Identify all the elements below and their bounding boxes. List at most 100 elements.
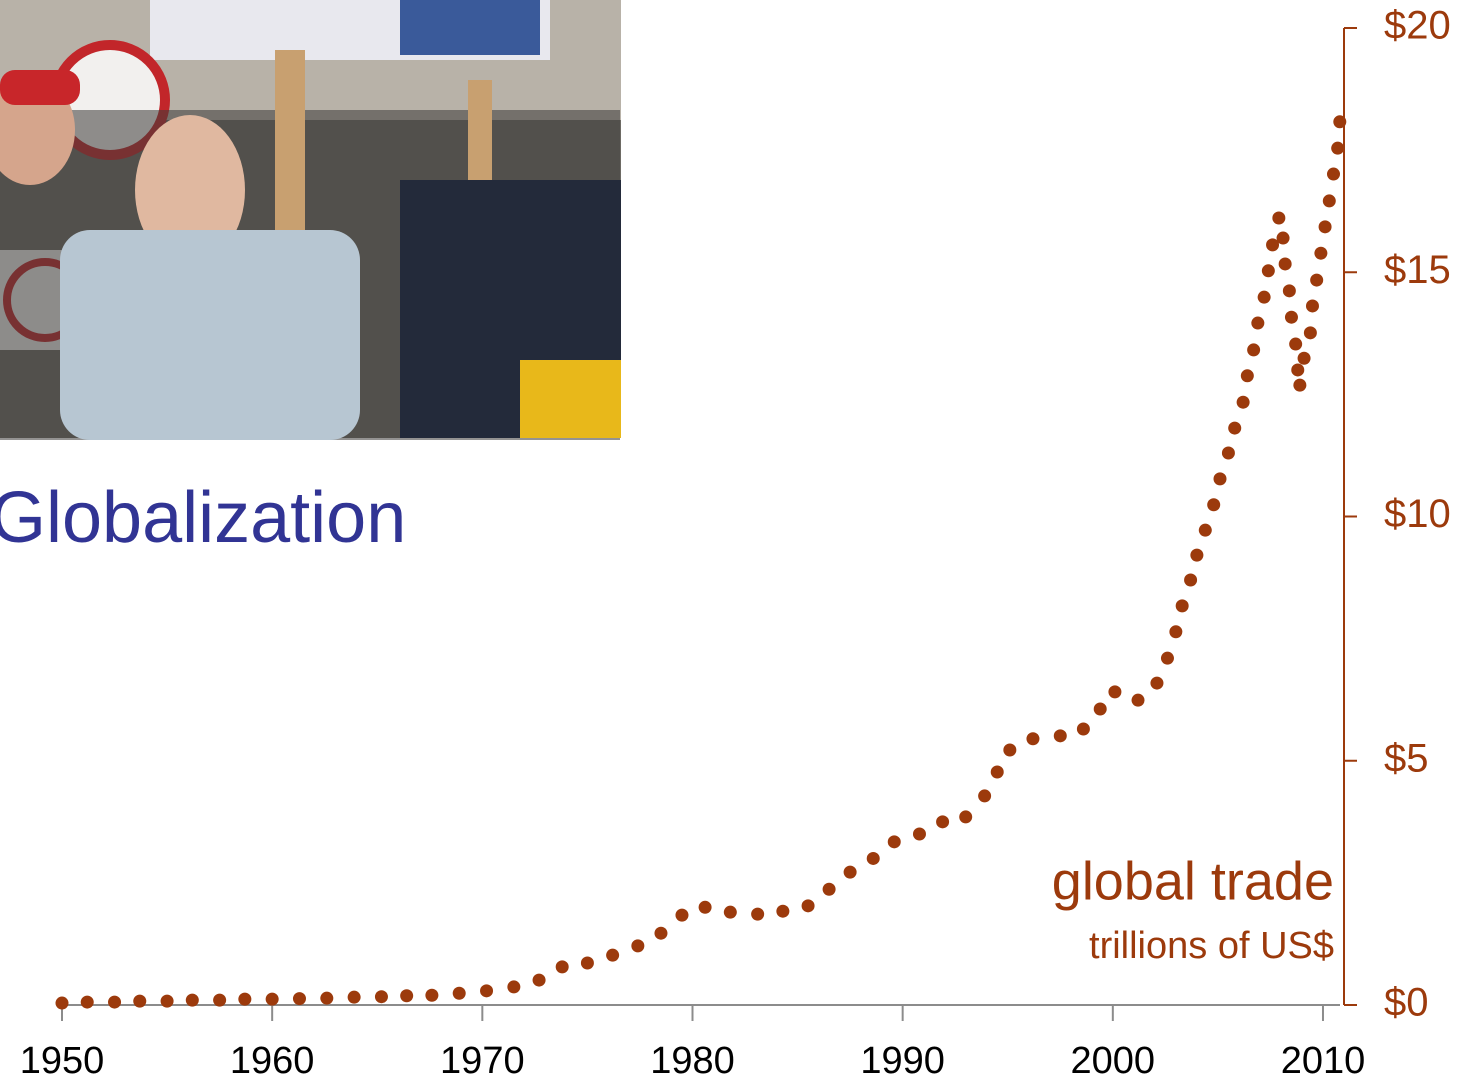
data-point bbox=[1303, 326, 1317, 340]
data-point bbox=[1314, 246, 1328, 260]
x-tick-label: 1970 bbox=[440, 1040, 525, 1082]
data-point bbox=[108, 995, 122, 1009]
data-point bbox=[1207, 498, 1221, 512]
y-tick-label: $15 bbox=[1384, 248, 1451, 292]
data-point bbox=[580, 956, 594, 970]
data-point bbox=[1278, 257, 1292, 271]
data-point bbox=[1293, 378, 1307, 392]
data-point bbox=[631, 939, 645, 953]
data-point bbox=[1026, 732, 1040, 746]
data-point bbox=[1326, 167, 1340, 181]
data-point bbox=[1175, 599, 1189, 613]
data-point bbox=[1076, 722, 1090, 736]
data-point bbox=[1333, 115, 1347, 129]
data-point bbox=[1251, 316, 1265, 330]
data-point bbox=[185, 993, 199, 1007]
data-point bbox=[1228, 421, 1242, 435]
data-point bbox=[1318, 220, 1332, 234]
data-point bbox=[959, 810, 973, 824]
data-point bbox=[1297, 351, 1311, 365]
data-point bbox=[1093, 702, 1107, 716]
data-point bbox=[978, 789, 992, 803]
data-point bbox=[425, 988, 439, 1002]
data-point bbox=[1266, 238, 1280, 252]
data-point bbox=[480, 984, 494, 998]
data-point bbox=[1282, 284, 1296, 298]
data-point bbox=[776, 904, 790, 918]
data-point bbox=[1003, 743, 1017, 757]
x-tick-label: 1980 bbox=[650, 1040, 735, 1082]
data-point bbox=[452, 986, 466, 1000]
data-point bbox=[292, 992, 306, 1006]
annotation-sub: trillions of US$ bbox=[1089, 925, 1334, 967]
data-point bbox=[801, 899, 815, 913]
data-point bbox=[1150, 676, 1164, 690]
data-point bbox=[1190, 548, 1204, 562]
data-point bbox=[1160, 651, 1174, 665]
data-point bbox=[80, 995, 94, 1009]
y-tick-label: $10 bbox=[1384, 492, 1451, 536]
data-point bbox=[347, 990, 361, 1004]
data-point bbox=[936, 815, 950, 829]
data-point bbox=[1240, 369, 1254, 383]
data-point bbox=[1213, 472, 1227, 486]
data-point bbox=[1247, 343, 1261, 357]
data-point bbox=[1331, 141, 1345, 155]
data-point bbox=[1108, 685, 1122, 699]
x-tick-label: 1990 bbox=[860, 1040, 945, 1082]
data-point bbox=[507, 980, 521, 994]
data-point bbox=[822, 882, 836, 896]
data-point bbox=[1198, 523, 1212, 537]
data-point bbox=[843, 865, 857, 879]
data-point bbox=[160, 994, 174, 1008]
data-point bbox=[374, 990, 388, 1004]
data-point bbox=[1310, 273, 1324, 287]
data-point bbox=[265, 992, 279, 1006]
data-point bbox=[1053, 729, 1067, 743]
data-point bbox=[1184, 573, 1198, 587]
data-point bbox=[990, 765, 1004, 779]
data-point bbox=[1291, 363, 1305, 377]
data-point bbox=[213, 993, 227, 1007]
data-point bbox=[532, 973, 546, 987]
data-point bbox=[320, 991, 334, 1005]
y-tick-label: $20 bbox=[1384, 4, 1451, 48]
data-point bbox=[55, 996, 69, 1010]
photo bbox=[0, 0, 621, 440]
data-point bbox=[1257, 290, 1271, 304]
data-point bbox=[1236, 395, 1250, 409]
data-point bbox=[606, 948, 620, 962]
data-point bbox=[1322, 194, 1336, 208]
y-tick-label: $5 bbox=[1384, 736, 1429, 780]
data-point bbox=[1276, 231, 1290, 245]
data-point bbox=[887, 835, 901, 849]
data-point bbox=[675, 908, 689, 922]
data-point bbox=[698, 900, 712, 914]
data-point bbox=[912, 827, 926, 841]
data-point bbox=[723, 905, 737, 919]
data-point bbox=[133, 994, 147, 1008]
data-point bbox=[1169, 625, 1183, 639]
data-point bbox=[1261, 264, 1275, 278]
x-tick-label: 2010 bbox=[1281, 1040, 1366, 1082]
y-tick-label: $0 bbox=[1384, 981, 1429, 1025]
x-tick-label: 1960 bbox=[230, 1040, 315, 1082]
data-point bbox=[654, 926, 668, 940]
data-point bbox=[751, 907, 765, 921]
title: Globalization bbox=[0, 478, 406, 558]
data-point bbox=[400, 989, 414, 1003]
data-point bbox=[1284, 310, 1298, 324]
data-point bbox=[1272, 211, 1286, 225]
data-point bbox=[1289, 337, 1303, 351]
data-point bbox=[1305, 299, 1319, 313]
data-point bbox=[866, 851, 880, 865]
data-point bbox=[555, 960, 569, 974]
data-point bbox=[238, 992, 252, 1006]
data-point bbox=[1221, 446, 1235, 460]
annotation: global trade bbox=[1052, 851, 1334, 911]
x-tick-label: 1950 bbox=[20, 1040, 105, 1082]
data-point bbox=[1131, 693, 1145, 707]
x-tick-label: 2000 bbox=[1071, 1040, 1156, 1082]
